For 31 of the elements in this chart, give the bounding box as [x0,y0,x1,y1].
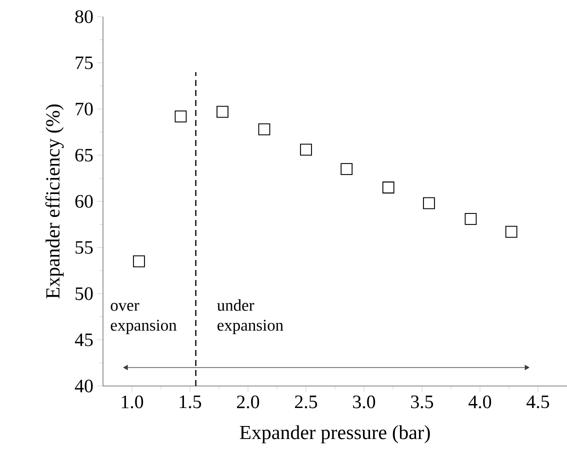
y-tick-label: 70 [76,102,93,116]
point [258,123,270,136]
x-tick-label: 1.5 [180,396,202,408]
annotation: over expansion [110,302,177,334]
point [423,197,435,210]
point [382,182,394,194]
point [133,255,145,268]
x-axis-title: Expander pressure (bar) [240,425,430,444]
point [300,144,312,156]
x-tick-label: 3.5 [411,396,434,408]
x-tick-label: 2.5 [295,396,318,408]
y-tick-label: 55 [76,241,93,254]
annotation: under expansion [217,299,284,334]
y-tick-label: 40 [74,380,93,392]
x-tick-label: 2.0 [236,396,260,408]
point [216,106,228,118]
y-axis-title: Expander efficiency (%) [45,104,64,298]
y-tick-label: 60 [75,194,93,208]
point [340,163,353,175]
y-tick-label: 80 [75,10,93,24]
x-tick-label: 3.0 [353,396,376,408]
y-tick-label: 50 [76,287,93,300]
y-tick-label: 65 [75,148,93,162]
point [464,212,477,225]
x-tick-label: 1.0 [122,396,144,408]
y-tick-label: 45 [74,334,93,346]
point [505,226,518,238]
point [174,110,187,122]
x-tick-label: 4.5 [526,396,550,408]
x-tick-label: 4.0 [468,396,492,408]
y-tick-label: 75 [76,56,93,70]
